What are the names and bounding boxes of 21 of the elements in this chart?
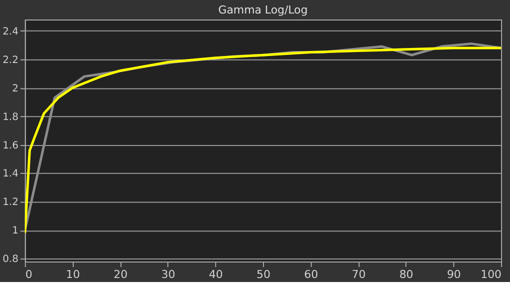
y-tick-label: 1.8 xyxy=(2,112,18,123)
y-tick-label: 1.2 xyxy=(2,197,18,208)
y-tick-label: 1.6 xyxy=(2,140,18,152)
y-tick-label: 1.4 xyxy=(2,168,18,180)
x-tick-label: 90 xyxy=(446,268,461,281)
y-tick-label: 0.8 xyxy=(2,254,18,266)
chart-title: Gamma Log/Log xyxy=(218,4,308,16)
x-tick-label: 80 xyxy=(399,268,414,281)
x-tick-label: 60 xyxy=(304,268,318,281)
y-tick-label: 1 xyxy=(12,226,18,237)
y-tick-label: 2.2 xyxy=(2,54,18,66)
y-tick-label: 2.4 xyxy=(2,26,18,38)
x-tick-label: 70 xyxy=(352,268,366,281)
y-tick-label: 2 xyxy=(12,83,18,94)
x-tick-label: 50 xyxy=(256,268,270,281)
x-tick-label: 40 xyxy=(208,268,223,281)
x-tick-label: 0 xyxy=(25,268,32,281)
x-tick-label: 20 xyxy=(114,268,128,281)
x-tick-label: 10 xyxy=(66,268,80,281)
x-tick-label: 100 xyxy=(480,268,502,281)
x-tick-label: 30 xyxy=(161,268,176,281)
